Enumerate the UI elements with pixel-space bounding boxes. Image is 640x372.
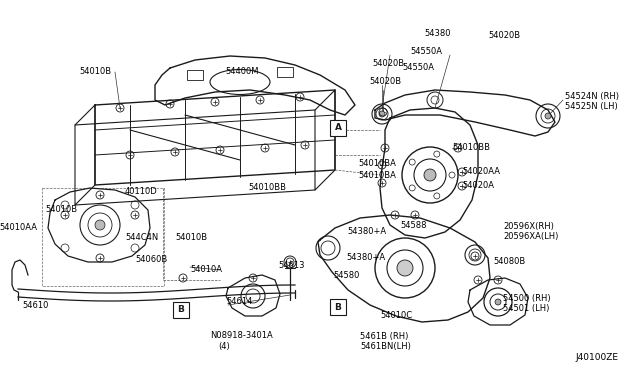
Circle shape (424, 169, 436, 181)
Text: 54550A: 54550A (402, 62, 434, 71)
Text: 54380+A: 54380+A (346, 253, 385, 263)
Text: 54500 (RH): 54500 (RH) (503, 294, 550, 302)
Text: 54400M: 54400M (225, 67, 259, 77)
Text: 54020B: 54020B (488, 31, 520, 39)
Text: 54613: 54613 (278, 260, 305, 269)
Text: 54380+A: 54380+A (347, 228, 386, 237)
Circle shape (379, 111, 385, 117)
Text: 20596X(RH): 20596X(RH) (503, 221, 554, 231)
Text: 54610: 54610 (22, 301, 49, 311)
Text: B: B (177, 305, 184, 314)
Text: 5461BN(LH): 5461BN(LH) (360, 343, 411, 352)
Text: 54550A: 54550A (410, 48, 442, 57)
Text: 54020AA: 54020AA (462, 167, 500, 176)
Text: 54010BA: 54010BA (358, 170, 396, 180)
Bar (173, 302, 189, 318)
Text: 5461B (RH): 5461B (RH) (360, 331, 408, 340)
Text: 40110D: 40110D (125, 187, 157, 196)
Text: 54580: 54580 (333, 270, 360, 279)
Text: 54501 (LH): 54501 (LH) (503, 305, 549, 314)
Text: A: A (335, 124, 342, 132)
Text: 54010AA: 54010AA (0, 224, 37, 232)
Circle shape (545, 113, 551, 119)
Text: 54010B: 54010B (45, 205, 77, 215)
Text: J40100ZE: J40100ZE (575, 353, 618, 362)
Text: 54080B: 54080B (493, 257, 525, 266)
Text: 54010BB: 54010BB (452, 144, 490, 153)
Text: 20596XA(LH): 20596XA(LH) (503, 232, 558, 241)
Text: 54524N (RH): 54524N (RH) (565, 92, 619, 100)
Text: 54020A: 54020A (462, 182, 494, 190)
Bar (330, 299, 346, 315)
Bar (187, 70, 203, 80)
Text: 54010B: 54010B (80, 67, 112, 77)
Text: N08918-3401A: N08918-3401A (210, 331, 273, 340)
Bar (330, 120, 346, 136)
Circle shape (397, 260, 413, 276)
Text: 544C4N: 544C4N (125, 234, 158, 243)
Text: (4): (4) (218, 343, 230, 352)
Text: 54525N (LH): 54525N (LH) (565, 103, 618, 112)
Text: 54588: 54588 (400, 221, 426, 231)
Text: 54060B: 54060B (135, 256, 167, 264)
Bar (42, 188, 164, 286)
Text: 54010A: 54010A (190, 266, 222, 275)
Bar (277, 67, 293, 77)
Text: B: B (335, 302, 341, 311)
Text: 54614: 54614 (226, 298, 252, 307)
Circle shape (495, 299, 501, 305)
Circle shape (95, 220, 105, 230)
Text: 54010B: 54010B (175, 234, 207, 243)
Text: 54020B: 54020B (369, 77, 401, 87)
Text: 54380: 54380 (425, 29, 451, 38)
Text: 54020B: 54020B (372, 58, 404, 67)
Text: 54010BA: 54010BA (358, 158, 396, 167)
Text: 54010BB: 54010BB (248, 183, 286, 192)
Text: 54010C: 54010C (380, 311, 412, 321)
